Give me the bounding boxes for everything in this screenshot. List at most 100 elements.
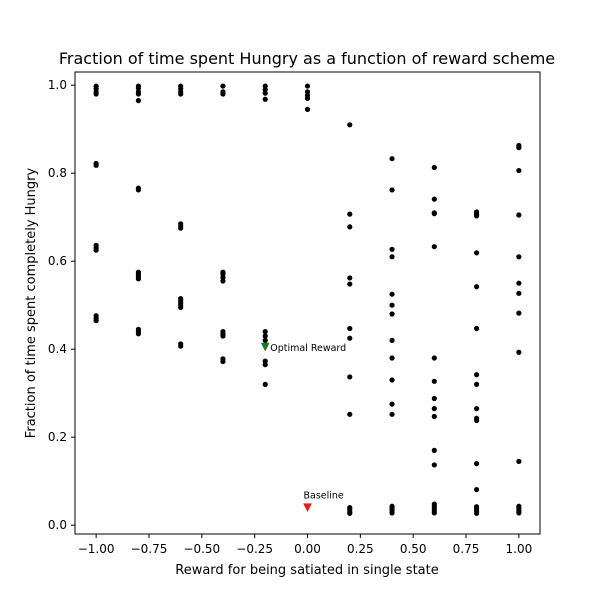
data-point bbox=[347, 510, 353, 516]
data-point bbox=[220, 278, 226, 284]
data-point bbox=[389, 311, 395, 317]
data-point bbox=[262, 362, 268, 368]
data-point bbox=[431, 447, 437, 453]
data-point bbox=[389, 337, 395, 343]
annotation-label: Baseline bbox=[304, 491, 344, 502]
data-point bbox=[431, 211, 437, 217]
data-point bbox=[431, 462, 437, 468]
annotation-marker bbox=[303, 503, 312, 513]
data-point bbox=[389, 302, 395, 308]
data-point bbox=[347, 374, 353, 380]
data-point bbox=[262, 337, 268, 343]
data-point bbox=[93, 162, 99, 168]
data-point bbox=[93, 318, 99, 324]
data-point bbox=[347, 122, 353, 128]
data-point bbox=[347, 275, 353, 281]
data-point bbox=[473, 284, 480, 290]
data-point bbox=[389, 377, 395, 383]
data-point bbox=[516, 145, 522, 151]
data-point bbox=[516, 212, 522, 218]
data-point bbox=[262, 90, 268, 96]
data-point bbox=[473, 406, 480, 412]
data-point bbox=[347, 325, 353, 332]
data-point bbox=[135, 187, 142, 193]
chart-title: Fraction of time spent Hungry as a funct… bbox=[59, 49, 555, 68]
data-point bbox=[262, 96, 268, 102]
data-point bbox=[431, 244, 437, 250]
data-point bbox=[178, 225, 184, 231]
data-point bbox=[516, 290, 522, 296]
data-point bbox=[431, 413, 437, 420]
x-tick-label: −0.75 bbox=[131, 542, 168, 556]
data-point bbox=[220, 91, 226, 97]
data-point bbox=[220, 358, 226, 365]
x-tick-label: −0.25 bbox=[236, 542, 273, 556]
data-point bbox=[389, 254, 395, 260]
data-point bbox=[389, 187, 395, 193]
data-point bbox=[178, 343, 184, 349]
data-point bbox=[389, 510, 395, 516]
data-point bbox=[389, 411, 395, 417]
data-point bbox=[304, 106, 311, 112]
data-point bbox=[431, 196, 437, 202]
x-tick-label: −1.00 bbox=[78, 542, 115, 556]
annotation-label: Optimal Reward bbox=[270, 343, 346, 354]
data-point bbox=[262, 329, 268, 335]
data-point bbox=[178, 304, 184, 310]
x-tick-label: 0.25 bbox=[347, 542, 374, 556]
data-point bbox=[220, 83, 226, 89]
y-tick-label: 0.8 bbox=[48, 166, 67, 180]
x-axis-label: Reward for being satiated in single stat… bbox=[175, 563, 438, 578]
data-point bbox=[473, 372, 480, 378]
data-point bbox=[516, 167, 522, 174]
data-point bbox=[135, 276, 142, 282]
data-point bbox=[304, 95, 311, 101]
data-point bbox=[516, 280, 522, 286]
data-point bbox=[431, 164, 437, 171]
plot-area: Optimal Reward Baseline bbox=[93, 83, 522, 516]
y-axis: 0.0 0.2 0.4 0.6 0.8 1.0 bbox=[48, 78, 75, 532]
y-tick-label: 1.0 bbox=[48, 78, 67, 92]
data-point bbox=[516, 310, 522, 316]
y-tick-label: 0.2 bbox=[48, 430, 67, 444]
data-point bbox=[347, 411, 353, 417]
data-point bbox=[431, 406, 437, 412]
data-point bbox=[347, 335, 353, 341]
data-point bbox=[220, 333, 226, 339]
data-point bbox=[178, 91, 184, 97]
x-tick-label: 0.75 bbox=[453, 542, 480, 556]
data-point bbox=[431, 378, 437, 384]
annotation-marker bbox=[260, 342, 270, 352]
x-tick-label: 0.00 bbox=[294, 542, 321, 556]
data-point bbox=[347, 281, 353, 287]
data-point bbox=[473, 250, 480, 256]
data-point bbox=[473, 510, 480, 516]
data-point bbox=[473, 486, 480, 493]
data-point bbox=[431, 510, 437, 516]
data-point bbox=[389, 401, 395, 407]
data-point bbox=[347, 211, 353, 217]
data-point bbox=[431, 395, 437, 402]
data-point bbox=[473, 213, 480, 219]
data-point bbox=[516, 510, 522, 516]
data-point bbox=[389, 246, 395, 252]
y-axis-label: Fraction of time spent completely Hungry bbox=[24, 168, 39, 439]
data-point bbox=[93, 91, 99, 97]
x-axis: −1.00 −0.75 −0.50 −0.25 0.00 0.25 0.50 0.75 1.00 bbox=[78, 534, 532, 556]
data-point bbox=[262, 381, 268, 387]
data-point bbox=[431, 355, 437, 361]
data-point bbox=[516, 254, 522, 260]
data-point bbox=[347, 224, 353, 230]
data-point bbox=[473, 417, 480, 424]
data-point bbox=[516, 349, 522, 355]
data-point bbox=[262, 333, 268, 339]
data-point bbox=[304, 83, 311, 89]
plot-frame bbox=[74, 71, 541, 535]
x-tick-label: 1.00 bbox=[506, 542, 533, 556]
y-tick-label: 0.6 bbox=[48, 254, 67, 268]
data-point bbox=[389, 291, 395, 297]
data-point bbox=[473, 461, 480, 467]
data-point bbox=[473, 381, 480, 387]
x-tick-label: 0.50 bbox=[400, 542, 427, 556]
